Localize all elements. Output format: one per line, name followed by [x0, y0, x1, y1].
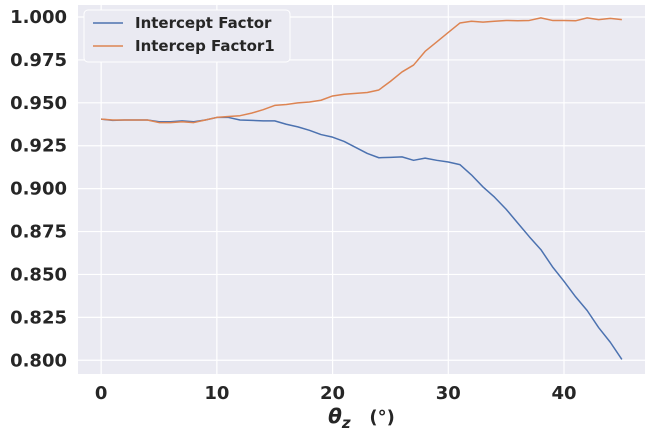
y-tick-label: 0.950 — [10, 93, 67, 114]
y-axis-ticks: 0.800 0.825 0.850 0.875 0.900 0.925 0.950 0.975… — [10, 7, 67, 371]
x-tick-label: 40 — [551, 383, 576, 404]
series-lines — [101, 17, 623, 360]
grid-lines — [78, 5, 645, 374]
y-tick-label: 0.925 — [10, 136, 67, 157]
y-tick-label: 0.875 — [10, 222, 67, 243]
y-tick-label: 0.850 — [10, 264, 67, 285]
legend-label-1: Intercept Factor — [135, 14, 272, 32]
y-tick-label: 0.800 — [10, 350, 67, 371]
x-axis-ticks: 0 10 20 30 40 — [95, 383, 577, 404]
legend-box — [83, 9, 291, 63]
plot-area — [78, 5, 645, 374]
x-axis-label: θz (°) — [328, 404, 395, 432]
x-tick-label: 10 — [204, 383, 229, 404]
y-tick-label: 0.825 — [10, 307, 67, 328]
series-line-2 — [101, 17, 622, 124]
series-line-1 — [101, 116, 623, 360]
y-tick-label: 1.000 — [10, 7, 67, 28]
x-tick-label: 20 — [320, 383, 345, 404]
x-tick-label: 30 — [436, 383, 461, 404]
y-tick-label: 0.975 — [10, 50, 67, 71]
legend: Intercept Factor Intercep Factor1 — [83, 9, 291, 63]
x-tick-label: 0 — [95, 383, 108, 404]
legend-label-2: Intercep Factor1 — [135, 37, 275, 55]
y-tick-label: 0.900 — [10, 179, 67, 200]
